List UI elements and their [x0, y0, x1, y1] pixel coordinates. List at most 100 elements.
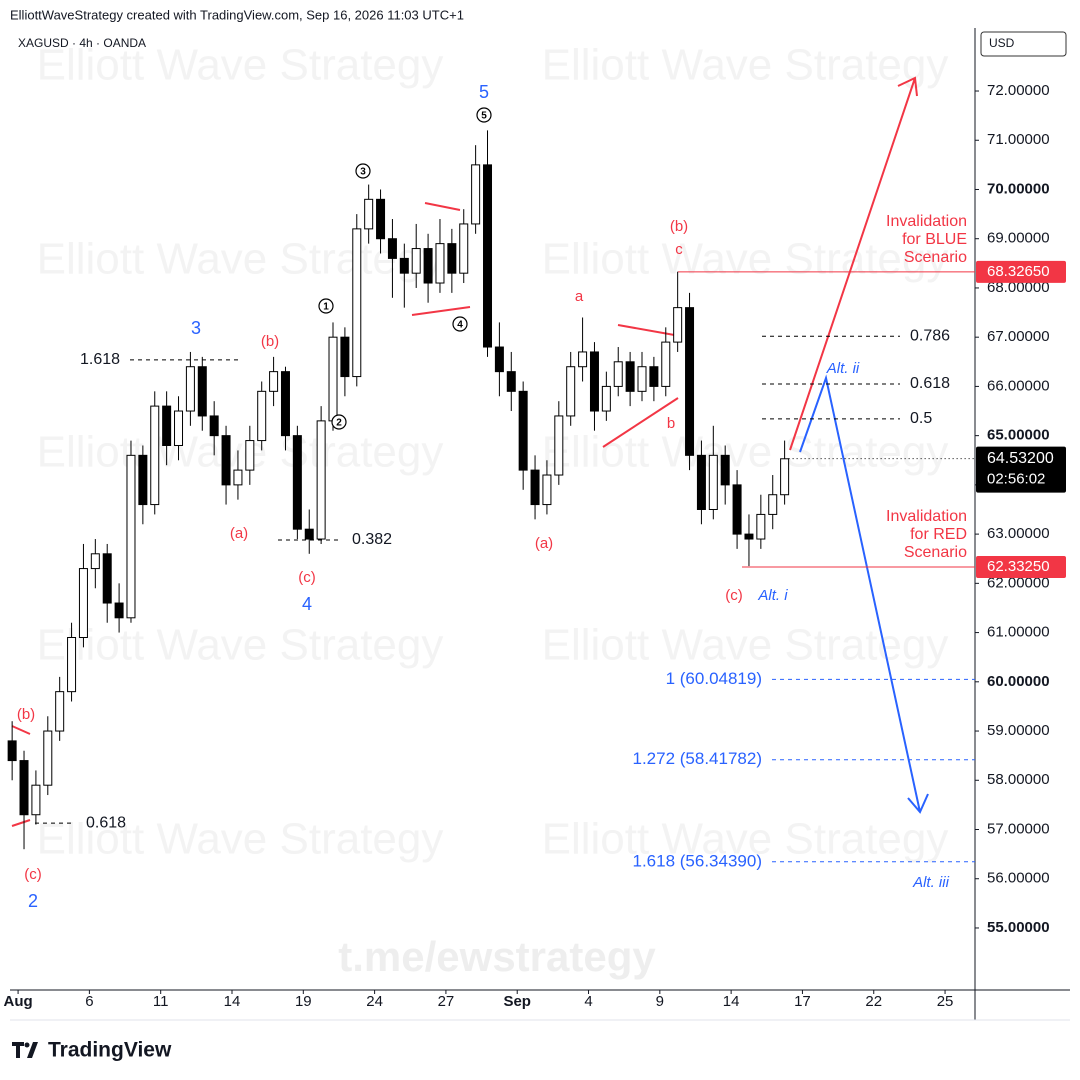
candle-body — [649, 366, 659, 387]
candle-body — [245, 440, 255, 471]
wave-label: (a) — [230, 525, 248, 542]
candle-body — [411, 248, 421, 274]
watermark: Elliott Wave Strategy — [37, 621, 444, 670]
watermark: Elliott Wave Strategy — [542, 428, 949, 477]
candle-body — [19, 760, 29, 816]
x-tick-label: 25 — [937, 993, 954, 1010]
x-tick-label: 27 — [438, 993, 455, 1010]
wave-label: (b) — [261, 333, 279, 350]
fib-label: 0.618 — [910, 375, 950, 392]
wave-circle — [318, 298, 334, 314]
candle-body — [280, 371, 290, 437]
wave-label: (c) — [298, 569, 316, 586]
candle-body — [316, 420, 326, 540]
candle-body — [257, 390, 267, 442]
candle-body — [328, 336, 338, 422]
candle-body — [114, 602, 124, 619]
wave-label: 4 — [457, 320, 463, 331]
wave-label: 5 — [479, 82, 489, 102]
candle-body — [578, 351, 588, 368]
candle-body — [696, 454, 706, 510]
candle-body — [376, 198, 386, 240]
y-tick-label: 71.00000 — [987, 131, 1050, 148]
last-price-label: 64.53200 — [987, 450, 1054, 467]
fib-label: 0.786 — [910, 327, 950, 344]
candle-body — [625, 361, 635, 392]
candle-body — [269, 371, 279, 392]
candle-body — [292, 435, 302, 530]
currency: USD — [989, 36, 1015, 50]
x-tick-label: 22 — [865, 993, 882, 1010]
candle-body — [494, 346, 504, 373]
candle-body — [185, 366, 195, 412]
wave-label: Alt. ii — [826, 360, 860, 377]
watermark: Elliott Wave Strategy — [37, 235, 444, 284]
candle-body — [708, 454, 718, 510]
candle-body — [483, 164, 493, 348]
candle-body — [304, 528, 314, 540]
wave-label: Alt. iii — [912, 874, 950, 891]
wave-label: b — [667, 415, 675, 432]
candle-body — [744, 533, 754, 540]
currency-box[interactable] — [980, 31, 1067, 57]
x-tick-label: Aug — [3, 993, 32, 1010]
x-tick-label: 24 — [366, 993, 383, 1010]
y-tick-label: 62.00000 — [987, 574, 1050, 591]
candle-body — [423, 248, 433, 284]
candle-body — [554, 415, 564, 476]
watermark: Elliott Wave Strategy — [37, 41, 444, 90]
price-label-box — [976, 260, 1066, 283]
symbol: XAGUSD · 4h · OANDA — [18, 36, 146, 50]
y-tick-label: 67.00000 — [987, 328, 1050, 345]
last-price-box — [976, 446, 1066, 493]
y-tick-label: 66.00000 — [987, 377, 1050, 394]
candle-body — [685, 307, 695, 456]
wave-label: 5 — [481, 111, 487, 122]
y-tick-label: 65.00000 — [987, 427, 1050, 444]
fib-label: 1.618 — [80, 351, 120, 368]
x-tick-label: 11 — [153, 993, 169, 1010]
candle-body — [399, 257, 409, 274]
candle-body — [67, 636, 77, 693]
candle-body — [601, 385, 611, 412]
invalidation-note: Scenario — [904, 249, 967, 266]
invalidation-note: for BLUE — [902, 231, 967, 248]
candle-body — [471, 164, 481, 225]
candle-body — [78, 568, 88, 638]
y-tick-label: 61.00000 — [987, 624, 1050, 641]
countdown: 02:56:02 — [987, 471, 1045, 488]
brand-logo — [12, 1042, 38, 1058]
x-tick-label: Sep — [503, 993, 531, 1010]
wave-label: 2 — [336, 418, 342, 429]
target-label: 1.618 (56.34390) — [633, 851, 763, 870]
candle-body — [209, 415, 219, 437]
candle-body — [221, 435, 231, 486]
candle-body — [447, 243, 457, 274]
candle-body — [459, 223, 469, 274]
candle-body — [720, 454, 730, 486]
wave-label: (c) — [725, 587, 743, 604]
x-tick-label: 9 — [656, 993, 664, 1010]
wave-label: 4 — [302, 594, 312, 614]
x-tick-label: 6 — [85, 993, 93, 1010]
candle-body — [233, 469, 243, 486]
y-tick-label: 63.00000 — [987, 525, 1050, 542]
x-tick-label: 14 — [723, 993, 740, 1010]
candle-body — [566, 366, 576, 417]
candle-body — [31, 784, 41, 816]
header: ElliottWaveStrategy created with Trading… — [10, 7, 464, 22]
wave-circle — [331, 414, 347, 430]
y-tick-label: 69.00000 — [987, 230, 1050, 247]
candle-body — [102, 553, 112, 604]
candle-body — [732, 484, 742, 535]
watermark: Elliott Wave Strategy — [542, 235, 949, 284]
candle-body — [340, 336, 350, 378]
footer-url: t.me/ewstrategy — [338, 933, 656, 980]
watermark: Elliott Wave Strategy — [37, 815, 444, 864]
candle-body — [7, 740, 17, 762]
wave-circle — [452, 316, 468, 332]
x-tick-label: 4 — [584, 993, 592, 1010]
watermarks: Elliott Wave Strategy Elliott Wave Strate… — [37, 41, 949, 864]
scenario-arrows — [789, 76, 929, 814]
